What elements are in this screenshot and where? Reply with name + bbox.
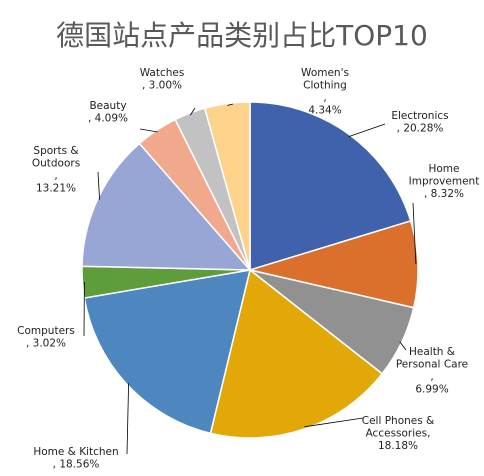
data-label-home-kitchen: Home & Kitchen, 18.56%	[33, 446, 118, 471]
leader-lines	[83, 103, 417, 455]
leader-line	[139, 128, 158, 133]
pie-slice-women-s-clothing	[203, 101, 251, 271]
leader-line	[348, 123, 386, 137]
data-label-computers: Computers, 3.02%	[17, 325, 75, 350]
leader-line	[126, 383, 129, 455]
leader-line	[190, 107, 196, 116]
leader-line	[227, 103, 234, 106]
data-labels: Electronics, 20.28% Home Improvement, 8.32…	[17, 67, 479, 471]
data-label-cell-phones-accessories: Cell Phones & Accessories, 18.18%	[362, 415, 435, 452]
leader-line	[399, 341, 407, 351]
data-label-electronics: Electronics, 20.28%	[391, 110, 448, 135]
pie-slice-home-improvement	[247, 219, 419, 309]
leader-line	[97, 171, 100, 200]
data-label-home-improvement: Home Improvement, 8.32%	[409, 163, 480, 200]
leader-line	[412, 202, 417, 265]
pie-slices	[81, 101, 419, 439]
data-label-women-s-clothing: Women's Clothing, 4.34%	[301, 67, 349, 117]
leader-line	[304, 417, 364, 428]
pie-slice-sports-outdoors	[81, 142, 252, 271]
data-label-beauty: Beauty, 4.09%	[88, 100, 128, 125]
chart-title: 德国站点产品类别占比TOP10	[56, 19, 428, 52]
data-label-health-personal-care: Health & Personal Care, 6.99%	[396, 346, 468, 396]
pie-slice-electronics	[249, 101, 412, 272]
pie-slice-home-kitchen	[83, 269, 251, 435]
data-label-sports-outdoors: Sports & Outdoors, 13.21%	[32, 145, 80, 195]
pie-slice-cell-phones-accessories	[209, 268, 384, 439]
data-label-watches: Watches, 3.00%	[140, 67, 185, 92]
